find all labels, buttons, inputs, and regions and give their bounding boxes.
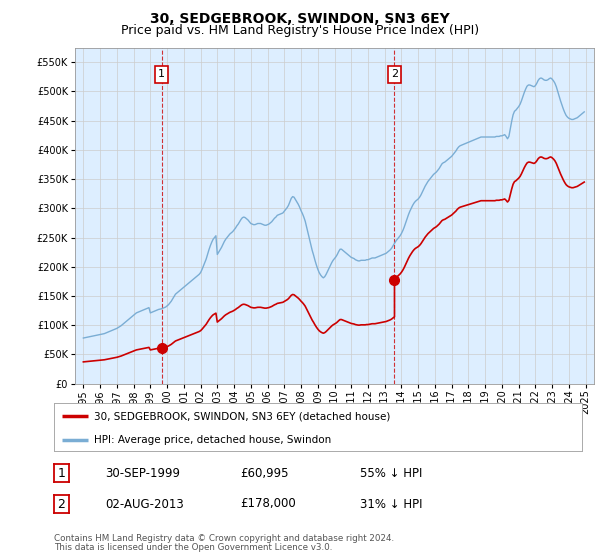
Text: 1: 1 — [58, 466, 65, 480]
Text: 02-AUG-2013: 02-AUG-2013 — [105, 497, 184, 511]
Text: 31% ↓ HPI: 31% ↓ HPI — [360, 497, 422, 511]
Text: Contains HM Land Registry data © Crown copyright and database right 2024.: Contains HM Land Registry data © Crown c… — [54, 534, 394, 543]
Text: 30, SEDGEBROOK, SWINDON, SN3 6EY: 30, SEDGEBROOK, SWINDON, SN3 6EY — [150, 12, 450, 26]
Text: 1: 1 — [158, 69, 165, 80]
Text: 2: 2 — [391, 69, 398, 80]
Text: 30-SEP-1999: 30-SEP-1999 — [105, 466, 180, 480]
Text: This data is licensed under the Open Government Licence v3.0.: This data is licensed under the Open Gov… — [54, 543, 332, 552]
Text: HPI: Average price, detached house, Swindon: HPI: Average price, detached house, Swin… — [94, 435, 331, 445]
Text: £178,000: £178,000 — [240, 497, 296, 511]
Text: 55% ↓ HPI: 55% ↓ HPI — [360, 466, 422, 480]
Text: Price paid vs. HM Land Registry's House Price Index (HPI): Price paid vs. HM Land Registry's House … — [121, 24, 479, 36]
Text: £60,995: £60,995 — [240, 466, 289, 480]
Text: 2: 2 — [58, 497, 65, 511]
Text: 30, SEDGEBROOK, SWINDON, SN3 6EY (detached house): 30, SEDGEBROOK, SWINDON, SN3 6EY (detach… — [94, 411, 390, 421]
